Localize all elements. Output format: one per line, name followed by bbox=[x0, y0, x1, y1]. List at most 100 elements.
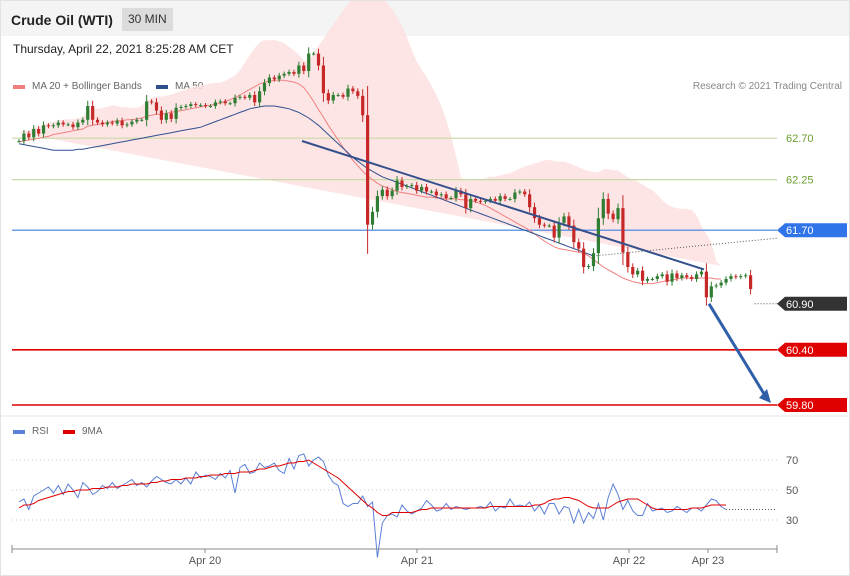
candle-body bbox=[547, 225, 551, 227]
candle-body bbox=[262, 83, 267, 92]
candle-body bbox=[729, 276, 733, 279]
candle-body bbox=[483, 200, 488, 202]
candle-body bbox=[660, 274, 664, 277]
rsi-tick-label: 50 bbox=[786, 485, 798, 497]
candle-body bbox=[326, 93, 330, 101]
candle-body bbox=[86, 106, 90, 120]
candle-body bbox=[105, 122, 109, 125]
candle-body bbox=[346, 88, 350, 97]
candle-body bbox=[321, 65, 326, 94]
candle-body bbox=[243, 96, 247, 98]
legend-rsi-label: RSI bbox=[32, 426, 49, 437]
ma50-line bbox=[18, 105, 594, 257]
candle-body bbox=[91, 106, 95, 120]
candle-body bbox=[100, 122, 105, 125]
legend-ma50-label: MA 50 bbox=[175, 81, 204, 92]
legend-9ma-label: 9MA bbox=[82, 426, 103, 437]
candle-body bbox=[577, 242, 581, 249]
candle-body bbox=[434, 191, 438, 196]
candle-body bbox=[189, 104, 193, 106]
ma50-projection bbox=[593, 237, 778, 257]
candle-body bbox=[645, 278, 650, 281]
candle-body bbox=[513, 192, 517, 199]
timeframe-badge[interactable]: 30 MIN bbox=[122, 8, 173, 31]
candle-body bbox=[331, 94, 335, 101]
candle-body bbox=[449, 198, 453, 199]
candle-body bbox=[724, 278, 728, 283]
trend-line bbox=[301, 140, 705, 271]
candle-body bbox=[257, 91, 262, 103]
candle-body bbox=[601, 198, 605, 219]
legend-rsi: RSI bbox=[13, 426, 49, 437]
candle-body bbox=[32, 129, 36, 138]
rsi-line bbox=[18, 453, 727, 558]
candle-body bbox=[135, 119, 139, 122]
candle-body bbox=[297, 65, 301, 74]
timestamp: Thursday, April 22, 2021 8:25:28 AM CET bbox=[13, 42, 234, 56]
candle-body bbox=[464, 194, 468, 209]
candle-body bbox=[523, 191, 527, 195]
candle-body bbox=[71, 124, 75, 128]
candle-body bbox=[680, 275, 684, 279]
candle-body bbox=[76, 122, 80, 128]
candle-body bbox=[169, 113, 173, 119]
candle-body bbox=[528, 194, 532, 208]
candle-body bbox=[110, 122, 114, 124]
forecast-arrow-shaft bbox=[707, 303, 768, 398]
level-label: 62.25 bbox=[786, 175, 814, 187]
level-labels: 62.70 62.25 61.70 60.90 60.40 59.80 bbox=[777, 133, 847, 412]
candle-body bbox=[223, 101, 227, 104]
candle-body bbox=[400, 180, 404, 187]
candle-body bbox=[714, 285, 718, 287]
candle-body bbox=[22, 133, 26, 141]
candle-body bbox=[542, 224, 546, 226]
candle-body bbox=[537, 218, 542, 225]
candle-body bbox=[498, 196, 502, 201]
candle-body bbox=[351, 88, 355, 92]
candle-body bbox=[685, 275, 689, 278]
candle-body bbox=[508, 198, 512, 200]
candle-body bbox=[316, 53, 321, 66]
candle-body bbox=[744, 275, 748, 277]
candle-body bbox=[469, 198, 473, 209]
legend-9ma-swatch bbox=[63, 429, 75, 434]
candle-body bbox=[199, 105, 203, 107]
candle-body bbox=[361, 95, 365, 116]
candle-body bbox=[341, 94, 345, 97]
candle-body bbox=[81, 119, 85, 123]
candle-body bbox=[675, 273, 679, 279]
level-tag-bg bbox=[777, 296, 847, 311]
candle-body bbox=[474, 198, 478, 201]
rsi-ma-line bbox=[18, 459, 726, 516]
candle-body bbox=[415, 185, 419, 191]
candle-body bbox=[120, 120, 124, 126]
candle-body bbox=[670, 273, 674, 282]
bollinger-band-area bbox=[19, 1, 722, 266]
candle-body bbox=[56, 122, 60, 126]
candle-body bbox=[115, 120, 119, 124]
candle-body bbox=[562, 216, 566, 223]
candle-body bbox=[424, 186, 429, 192]
forecast-arrow-head bbox=[759, 389, 771, 403]
candle-body bbox=[130, 121, 134, 125]
candle-body bbox=[390, 190, 394, 197]
legend-rsi-swatch bbox=[13, 429, 25, 434]
candle-body bbox=[665, 274, 669, 282]
candle-body bbox=[739, 276, 743, 278]
x-tick-label: Apr 22 bbox=[613, 555, 645, 567]
candle-body bbox=[405, 186, 409, 188]
candle-body bbox=[277, 75, 281, 80]
candle-body bbox=[95, 119, 100, 123]
candle-body bbox=[420, 186, 424, 191]
rsi-grid: 70 50 30 bbox=[12, 455, 798, 527]
candle-body bbox=[366, 115, 370, 225]
rsi-tick-label: 70 bbox=[786, 455, 798, 467]
candle-body bbox=[17, 140, 21, 142]
candle-body bbox=[51, 125, 55, 127]
level-label: 62.70 bbox=[786, 133, 814, 145]
candle-body bbox=[478, 200, 483, 202]
candle-body bbox=[586, 266, 591, 268]
candle-body bbox=[375, 196, 380, 212]
candle-body bbox=[302, 65, 306, 72]
candle-body bbox=[655, 276, 659, 279]
